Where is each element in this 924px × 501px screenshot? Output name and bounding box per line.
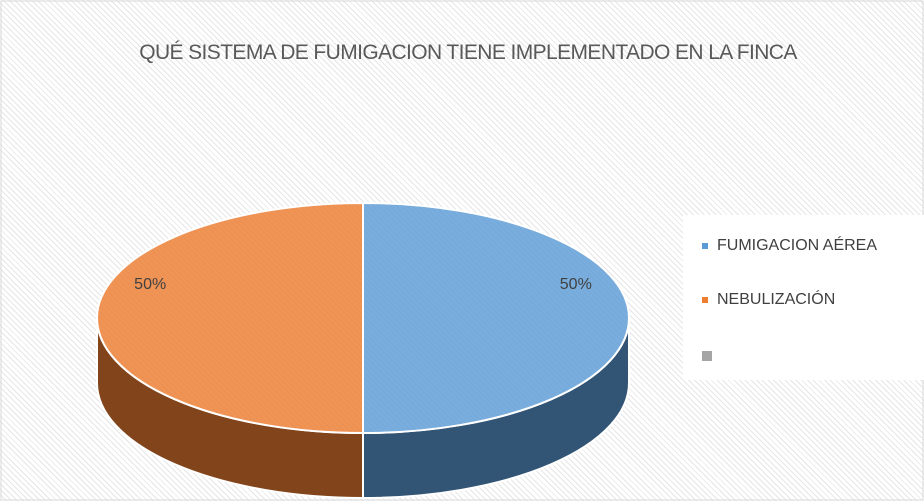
- legend-box: [683, 215, 924, 380]
- legend-marker: [702, 297, 708, 303]
- legend-marker: [702, 351, 712, 361]
- pie-slice: [362, 201, 630, 435]
- data-label: 50%: [134, 276, 166, 293]
- legend-marker: [702, 243, 708, 249]
- pie-slice: [96, 201, 364, 435]
- data-label: 50%: [560, 276, 592, 293]
- legend-label: FUMIGACION AÉREA: [717, 235, 877, 254]
- chart-title: QUÉ SISTEMA DE FUMIGACION TIENE IMPLEMEN…: [139, 41, 797, 64]
- legend-label: NEBULIZACIÓN: [717, 289, 835, 308]
